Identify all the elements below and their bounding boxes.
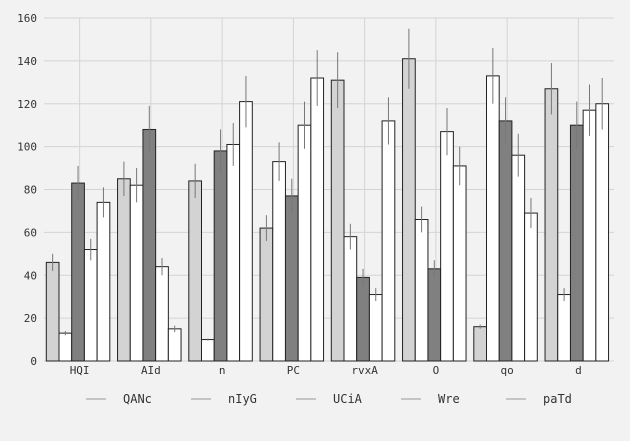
y-tick-label: 60: [24, 226, 37, 239]
bar-QANc-PC: [259, 227, 274, 362]
bar-QANc-AId: [117, 178, 131, 362]
bar-nIyG-n: [201, 339, 215, 362]
x-tick-label: PC: [287, 364, 300, 377]
legend-label-UCiA: UCiA: [333, 392, 363, 406]
bar-Wre-qo: [511, 154, 526, 362]
bar-Wre-PC: [297, 124, 312, 362]
bar-UCiA-PC: [284, 195, 299, 362]
bar-QANc-O: [402, 58, 416, 362]
legend-label-QANc: QANc: [123, 392, 152, 406]
y-tick-label: 80: [24, 184, 37, 197]
y-tick-label: 0: [30, 355, 37, 368]
bar-nIyG-PC: [272, 161, 286, 362]
y-tick-label: 40: [24, 269, 37, 282]
y-tick-label: 140: [17, 55, 37, 68]
x-tick-label: AId: [141, 364, 161, 377]
bar-Wre-AId: [155, 266, 169, 362]
legend-label-Wre: Wre: [438, 392, 460, 406]
y-tick-label: 100: [17, 141, 37, 154]
bar-QANc-qo: [473, 326, 487, 362]
x-tick-label: qo: [501, 364, 514, 377]
bar-UCiA-n: [213, 150, 228, 362]
x-tick-label: d: [575, 364, 582, 377]
bar-UCiA-rvxA: [356, 276, 370, 362]
bar-nIyG-qo: [486, 75, 500, 362]
bar-paTd-rvxA: [381, 120, 396, 362]
x-tick-label: O: [433, 364, 440, 377]
bar-Wre-rvxA: [368, 294, 383, 362]
legend: QANc nIyG UCiA Wre paTd: [86, 392, 572, 406]
bar-Wre-n: [226, 143, 241, 362]
bar-paTd-O: [452, 165, 467, 362]
bar-QANc-rvxA: [330, 79, 345, 362]
bar-paTd-PC: [310, 77, 325, 362]
bar-QANc-d: [544, 88, 559, 362]
bar-QANc-HQI: [45, 261, 60, 362]
x-tick-label: rvxA: [351, 364, 378, 377]
legend-label-nIyG: nIyG: [228, 392, 257, 406]
bar-UCiA-qo: [498, 120, 513, 362]
bar-paTd-qo: [524, 212, 538, 362]
y-axis: 0 20 40 60 80 100 120 140 160: [17, 12, 37, 368]
bar-UCiA-O: [427, 268, 442, 362]
y-tick-label: 160: [17, 12, 37, 25]
bar-nIyG-O: [414, 219, 429, 362]
bar-paTd-AId: [167, 328, 182, 362]
bar-UCiA-AId: [142, 128, 157, 362]
bar-nIyG-AId: [129, 184, 144, 362]
legend-label-paTd: paTd: [543, 392, 572, 406]
bar-QANc-n: [188, 180, 203, 362]
bar-paTd-d: [595, 103, 610, 362]
bar-nIyG-rvxA: [343, 236, 358, 362]
bar-paTd-n: [239, 101, 253, 362]
x-tick-label: n: [219, 364, 226, 377]
bar-nIyG-HQI: [58, 332, 73, 362]
error-bars: [52, 28, 603, 341]
bar-paTd-HQI: [96, 201, 111, 362]
bar-Wre-O: [440, 131, 454, 362]
bar-UCiA-d: [569, 124, 584, 362]
bar-Wre-d: [582, 109, 597, 362]
bar-UCiA-HQI: [71, 182, 85, 362]
bars: [45, 58, 610, 362]
x-tick-label: HQI: [70, 364, 90, 377]
bar-Wre-HQI: [83, 249, 98, 362]
y-tick-label: 20: [24, 312, 37, 325]
y-tick-label: 120: [17, 98, 37, 111]
bar-nIyG-d: [557, 294, 571, 362]
